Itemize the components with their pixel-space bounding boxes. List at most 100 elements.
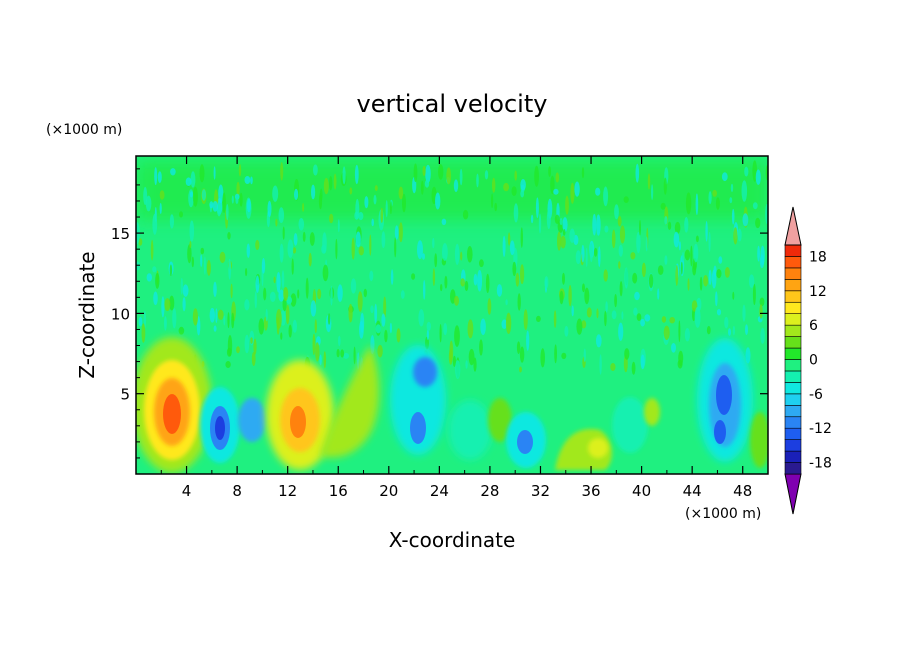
turbulence-speckle [724, 267, 730, 278]
turbulence-speckle [244, 176, 251, 184]
turbulence-speckle [258, 318, 265, 335]
turbulence-speckle [348, 303, 353, 323]
turbulence-speckle [314, 319, 317, 334]
cell-updraft-2-core [290, 406, 306, 438]
turbulence-speckle [231, 195, 234, 204]
turbulence-speckle [354, 211, 359, 220]
turbulence-speckle [520, 179, 526, 191]
turbulence-speckle [439, 324, 442, 343]
turbulence-speckle [716, 269, 722, 279]
cell-down-4-core [517, 430, 533, 454]
turbulence-speckle [678, 350, 684, 366]
turbulence-speckle [432, 268, 436, 286]
turbulence-speckle [731, 208, 735, 225]
turbulence-speckle [519, 346, 525, 363]
turbulence-speckle [315, 342, 320, 362]
turbulence-speckle [337, 219, 340, 233]
turbulence-speckle [157, 171, 162, 184]
turbulence-speckle [337, 284, 343, 303]
turbulence-speckle [389, 322, 392, 334]
turbulence-speckle [291, 258, 294, 275]
turbulence-speckle [308, 252, 312, 267]
turbulence-speckle [283, 287, 289, 301]
cell-updraft-4 [488, 398, 512, 442]
turbulence-speckle [605, 301, 608, 313]
turbulence-speckle [685, 192, 692, 215]
turbulence-speckle [206, 260, 211, 276]
turbulence-speckle [323, 177, 329, 195]
colorbar-swatch [784, 393, 802, 406]
turbulence-speckle [373, 194, 377, 205]
turbulence-speckle [329, 213, 334, 224]
turbulence-speckle [680, 261, 683, 275]
turbulence-speckle [713, 265, 717, 277]
turbulence-speckle [693, 243, 699, 263]
turbulence-speckle [581, 320, 587, 329]
turbulence-speckle [263, 287, 267, 301]
turbulence-speckle [503, 182, 509, 192]
turbulence-speckle [757, 245, 760, 262]
turbulence-speckle [592, 213, 597, 236]
turbulence-speckle [333, 173, 337, 190]
colorbar-swatch [784, 370, 802, 383]
turbulence-speckle [203, 256, 206, 275]
turbulence-speckle [273, 276, 276, 284]
colorbar-swatch [784, 439, 802, 452]
turbulence-speckle [583, 348, 586, 362]
turbulence-speckle [454, 295, 459, 306]
turbulence-speckle [398, 222, 403, 243]
x-tick-label: 48 [733, 482, 752, 500]
turbulence-speckle [748, 274, 755, 289]
turbulence-speckle [455, 360, 461, 379]
turbulence-speckle [526, 330, 530, 351]
turbulence-speckle [507, 232, 511, 246]
turbulence-speckle [562, 229, 566, 236]
cell-neutral-1 [448, 400, 492, 460]
turbulence-speckle [152, 213, 158, 235]
turbulence-speckle [494, 202, 498, 212]
turbulence-speckle [227, 232, 231, 240]
turbulence-speckle [377, 344, 383, 358]
turbulence-speckle [712, 189, 717, 197]
turbulence-speckle [454, 325, 460, 347]
turbulence-speckle [618, 244, 623, 257]
cell-updraft-1-core [163, 394, 181, 434]
turbulence-speckle [741, 180, 748, 202]
turbulence-speckle [453, 179, 459, 192]
turbulence-speckle [759, 304, 763, 319]
turbulence-speckle [708, 191, 712, 205]
turbulence-speckle [690, 245, 693, 267]
turbulence-speckle [413, 163, 418, 183]
turbulence-speckle [426, 329, 429, 341]
colorbar-swatch [784, 427, 802, 440]
turbulence-speckle [671, 343, 676, 353]
turbulence-speckle [423, 280, 426, 300]
turbulence-speckle [564, 325, 569, 337]
turbulence-speckle [222, 192, 226, 213]
turbulence-speckle [729, 197, 733, 204]
colorbar-swatch [784, 244, 802, 257]
turbulence-speckle [716, 309, 722, 316]
turbulence-speckle [536, 315, 541, 322]
turbulence-speckle [292, 247, 297, 254]
colorbar-tick-label: 6 [809, 318, 818, 334]
turbulence-speckle [317, 288, 322, 300]
turbulence-speckle [523, 309, 528, 330]
turbulence-speckle [744, 166, 749, 177]
x-tick-label: 36 [581, 482, 600, 500]
turbulence-speckle [235, 196, 239, 204]
turbulence-speckle [641, 262, 646, 278]
turbulence-speckle [349, 187, 353, 195]
turbulence-speckle [618, 322, 624, 341]
turbulence-speckle [635, 163, 640, 183]
turbulence-speckle [596, 334, 602, 348]
turbulence-speckle [687, 278, 690, 291]
turbulence-speckle [585, 247, 588, 267]
turbulence-speckle [422, 253, 425, 260]
cell-down-6-core [716, 375, 732, 415]
turbulence-speckle [553, 310, 557, 328]
turbulence-speckle [396, 328, 401, 343]
turbulence-speckle [505, 299, 508, 306]
colorbar-swatch [784, 462, 802, 475]
